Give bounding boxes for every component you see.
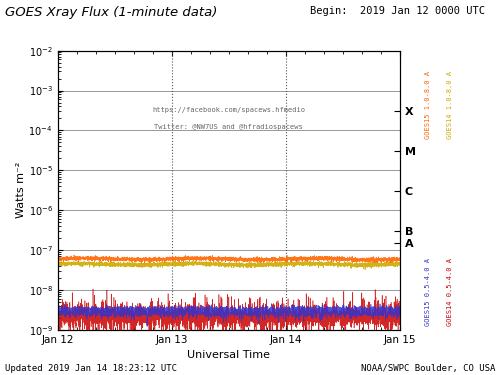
Text: Begin:  2019 Jan 12 0000 UTC: Begin: 2019 Jan 12 0000 UTC [310, 6, 485, 16]
Text: GOES14 0.5-4.0 A: GOES14 0.5-4.0 A [447, 258, 453, 327]
Y-axis label: Watts m⁻²: Watts m⁻² [16, 162, 26, 219]
Text: GOES Xray Flux (1-minute data): GOES Xray Flux (1-minute data) [5, 6, 218, 19]
Text: GOES14 1.0-8.0 A: GOES14 1.0-8.0 A [447, 71, 453, 139]
Text: GOES15 0.5-4.0 A: GOES15 0.5-4.0 A [424, 258, 430, 327]
Text: Updated 2019 Jan 14 18:23:12 UTC: Updated 2019 Jan 14 18:23:12 UTC [5, 364, 177, 373]
X-axis label: Universal Time: Universal Time [187, 350, 270, 360]
Text: Twitter: @NW7US and @hfradiospacews: Twitter: @NW7US and @hfradiospacews [154, 124, 303, 130]
Text: NOAA/SWPC Boulder, CO USA: NOAA/SWPC Boulder, CO USA [360, 364, 495, 373]
Text: GOES15 1.0-8.0 A: GOES15 1.0-8.0 A [424, 71, 430, 139]
Text: https://facebook.com/spacews.hfmedio: https://facebook.com/spacews.hfmedio [152, 107, 305, 113]
